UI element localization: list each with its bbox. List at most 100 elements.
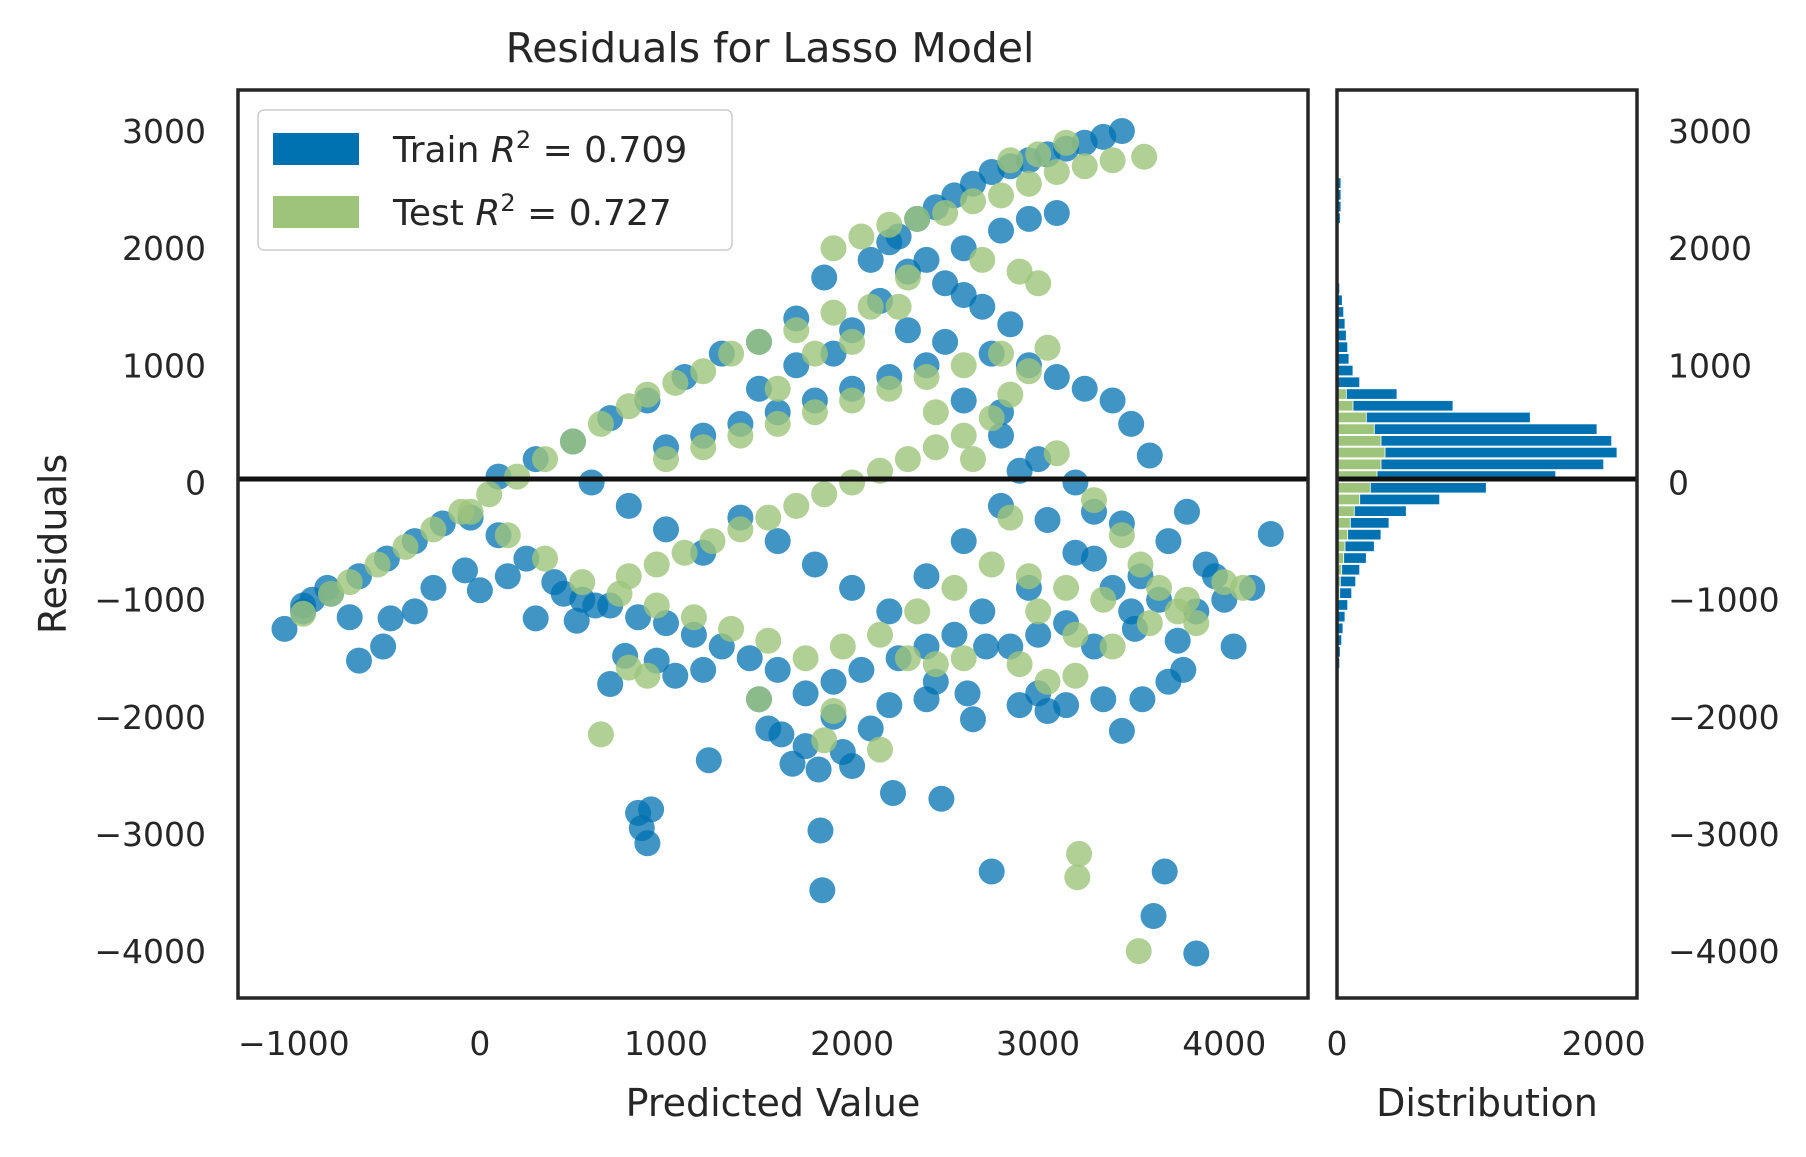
train-residual-point — [1174, 498, 1200, 525]
train-residual-point — [1170, 656, 1197, 683]
test-residual-point — [894, 446, 921, 473]
test-residual-point — [1125, 938, 1152, 965]
test-residual-point — [494, 522, 521, 549]
test-residual-point — [532, 545, 558, 572]
test-residual-point — [392, 533, 419, 560]
test-residual-point — [587, 410, 614, 437]
train-residual-point — [541, 569, 568, 596]
test-histogram-bar — [1336, 517, 1351, 529]
train-residual-point — [876, 692, 903, 719]
test-residual-point — [876, 211, 903, 238]
train-residual-point — [695, 747, 722, 774]
train-residual-point — [932, 270, 959, 297]
train-residual-point — [764, 528, 791, 555]
train-residual-point — [783, 352, 810, 379]
test-residual-point — [587, 721, 614, 748]
train-residual-point — [978, 858, 1005, 885]
y-axis-label: Residuals — [31, 454, 75, 634]
test-residual-point — [634, 381, 661, 408]
train-residual-point — [1099, 387, 1126, 414]
train-residual-point — [1220, 633, 1247, 660]
train-residual-point — [634, 830, 661, 857]
train-residual-point — [1108, 717, 1135, 744]
legend: Train R2 = 0.709 Test R2 = 0.727 — [257, 109, 733, 251]
histogram-y-tick-label: 1000 — [1668, 346, 1752, 385]
test-residual-point — [820, 235, 847, 262]
test-residual-point — [997, 381, 1024, 408]
train-residual-point — [401, 598, 428, 625]
test-residual-point — [1053, 574, 1080, 601]
test-residual-point — [755, 504, 782, 531]
test-residual-point — [764, 410, 791, 437]
train-residual-point — [1053, 692, 1080, 719]
test-residual-point — [848, 223, 875, 250]
train-residual-point — [811, 264, 838, 291]
train-residual-point — [1108, 118, 1135, 144]
test-residual-point — [820, 698, 847, 724]
histogram-y-tick-label: 0 — [1668, 463, 1689, 502]
train-residual-point — [764, 656, 791, 683]
train-residual-point — [839, 753, 866, 779]
test-residual-point — [783, 492, 810, 519]
test-residual-point — [1064, 864, 1091, 891]
train-histogram-bar — [1336, 400, 1454, 412]
histogram-x-tick-label: 2000 — [1562, 1024, 1646, 1063]
histogram-background — [1337, 90, 1637, 998]
y-tick-label: −1000 — [94, 581, 206, 620]
train-residual-point — [1006, 692, 1033, 719]
test-residual-point — [764, 375, 791, 402]
test-residual-point — [476, 481, 503, 508]
test-residual-point — [1081, 487, 1107, 514]
train-residual-point — [1043, 364, 1070, 390]
train-residual-point — [997, 311, 1024, 338]
train-residual-point — [377, 605, 404, 632]
train-residual-point — [973, 633, 1000, 660]
train-residual-point — [857, 246, 884, 273]
train-histogram-bar — [1336, 423, 1598, 435]
legend-train-label: Train R2 = 0.709 — [392, 126, 687, 171]
y-tick-label: −3000 — [94, 815, 206, 854]
test-residual-point — [1015, 563, 1042, 590]
train-residual-point — [969, 293, 996, 320]
test-residual-point — [913, 364, 940, 390]
x-tick-label: 4000 — [1182, 1024, 1266, 1063]
y-tick-label: 2000 — [122, 229, 206, 268]
train-residual-point — [638, 796, 665, 823]
train-residual-point — [1081, 545, 1107, 572]
train-residual-point — [1015, 205, 1042, 232]
test-residual-point — [634, 662, 661, 689]
train-residual-point — [746, 375, 772, 402]
train-residual-point — [809, 877, 836, 904]
x-tick-label: 2000 — [810, 1024, 894, 1063]
test-residual-point — [718, 615, 745, 642]
test-residual-point — [922, 399, 949, 426]
test-residual-point — [820, 299, 847, 326]
train-residual-point — [578, 469, 605, 496]
test-residual-point — [997, 504, 1024, 531]
test-residual-point — [1025, 141, 1052, 168]
train-residual-point — [941, 621, 968, 648]
histogram-y-tick-label: −1000 — [1668, 581, 1780, 620]
test-residual-point — [978, 405, 1005, 432]
test-residual-point — [643, 551, 670, 578]
train-residual-point — [1155, 528, 1182, 555]
test-residual-point — [643, 592, 670, 619]
train-residual-point — [653, 516, 679, 543]
test-residual-point — [690, 358, 717, 385]
train-residual-point — [932, 328, 959, 355]
test-residual-point — [829, 633, 856, 660]
test-residual-point — [857, 293, 884, 320]
test-residual-point — [1043, 159, 1070, 185]
test-residual-point — [746, 328, 772, 355]
test-residual-point — [1006, 258, 1033, 285]
train-residual-point — [1034, 507, 1061, 533]
train-residual-point — [950, 235, 977, 262]
train-residual-point — [876, 598, 903, 625]
residuals-scatter-plot: −1000 0 1000 2000 3000 4000 −4000 −3000 −2000 −1… — [31, 88, 1310, 1125]
train-residual-point — [1136, 442, 1163, 469]
train-residual-point — [805, 756, 832, 783]
test-residual-point — [839, 469, 866, 496]
train-residual-point — [690, 656, 717, 683]
test-residual-point — [1062, 662, 1089, 689]
test-residual-point — [569, 569, 596, 596]
